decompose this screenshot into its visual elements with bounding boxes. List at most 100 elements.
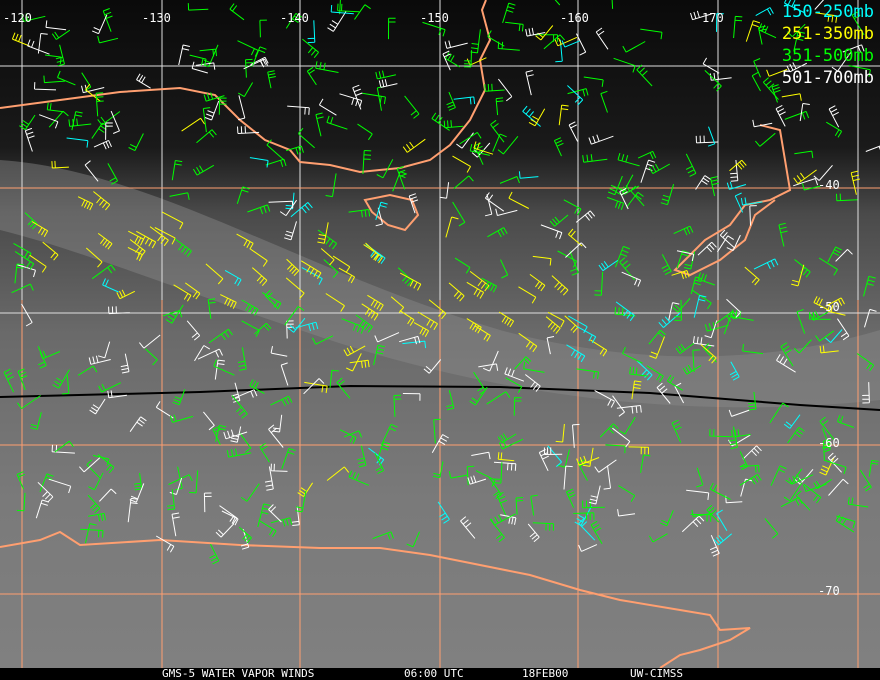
wind-barb bbox=[769, 402, 789, 424]
wind-barb bbox=[396, 166, 407, 190]
wind-barb bbox=[484, 192, 505, 212]
wind-barb bbox=[617, 509, 636, 517]
wind-barb bbox=[215, 424, 227, 442]
wind-barb bbox=[640, 28, 663, 40]
lon-label: -140 bbox=[280, 11, 309, 25]
wind-barb bbox=[636, 64, 653, 87]
wind-barb bbox=[129, 483, 145, 503]
wind-barb bbox=[84, 160, 99, 182]
wind-barb bbox=[139, 334, 161, 349]
wind-barb bbox=[508, 191, 530, 209]
wind-barb bbox=[668, 302, 680, 322]
lon-label: -120 bbox=[3, 11, 32, 25]
wind-barb bbox=[742, 344, 764, 355]
footer-date: 18FEB00 bbox=[522, 667, 569, 680]
wind-barb bbox=[463, 50, 472, 68]
wind-barb bbox=[629, 366, 648, 377]
wind-barb bbox=[540, 224, 563, 240]
wind-barb bbox=[666, 374, 683, 391]
wind-barb bbox=[237, 347, 247, 371]
wind-barb bbox=[348, 209, 371, 218]
wind-barb bbox=[755, 7, 774, 17]
footer-source: UW-CIMSS bbox=[630, 667, 683, 680]
wind-barb bbox=[105, 122, 113, 140]
wind-barb bbox=[51, 29, 71, 40]
wind-barb bbox=[37, 346, 47, 369]
wind-barb bbox=[361, 303, 379, 321]
wind-barb bbox=[39, 114, 59, 129]
wind-barb bbox=[566, 488, 576, 508]
coast-new-zealand bbox=[673, 124, 792, 277]
wind-barb bbox=[713, 533, 733, 546]
wind-barb bbox=[617, 152, 640, 167]
legend-351-500mb: 351-500mb bbox=[781, 46, 874, 66]
wind-barb bbox=[93, 191, 111, 211]
wind-barb bbox=[466, 465, 475, 486]
wind-barb bbox=[91, 264, 116, 280]
wind-barb bbox=[505, 377, 523, 394]
wind-barb bbox=[671, 419, 682, 443]
wind-barb bbox=[685, 153, 697, 177]
wind-barb bbox=[27, 39, 50, 55]
wind-barb bbox=[576, 455, 600, 466]
wind-barb bbox=[755, 132, 776, 147]
wind-barb bbox=[230, 426, 242, 443]
wind-barb bbox=[110, 110, 120, 134]
wind-barb bbox=[187, 3, 209, 11]
wind-barb bbox=[487, 227, 508, 238]
wind-barb bbox=[31, 221, 49, 238]
wind-barb bbox=[229, 3, 245, 21]
wind-barb bbox=[97, 35, 119, 44]
wind-barb bbox=[488, 477, 502, 500]
wind-barb bbox=[515, 497, 524, 515]
wind-barb bbox=[14, 251, 35, 270]
wind-barb bbox=[204, 100, 220, 121]
wind-barb bbox=[690, 513, 712, 522]
wind-barb bbox=[268, 424, 284, 448]
wind-barb bbox=[51, 160, 69, 169]
wind-barb bbox=[734, 192, 744, 213]
wind-barb bbox=[236, 233, 254, 250]
wind-barb bbox=[99, 488, 117, 502]
wind-barb bbox=[102, 8, 113, 32]
wind-barb bbox=[171, 512, 180, 537]
wind-barb bbox=[673, 225, 694, 236]
wind-barb bbox=[203, 492, 212, 513]
wind-barb bbox=[459, 131, 482, 145]
wind-barb bbox=[390, 296, 405, 313]
wind-barb bbox=[357, 123, 373, 141]
wind-barb bbox=[495, 97, 504, 116]
wind-barb bbox=[786, 62, 808, 73]
wind-barb bbox=[778, 222, 788, 247]
wind-barb bbox=[594, 271, 604, 296]
wind-barb bbox=[107, 163, 119, 185]
wind-barb bbox=[502, 2, 516, 24]
wind-barb bbox=[374, 332, 400, 343]
wind-barb bbox=[432, 461, 444, 479]
wind-barb bbox=[249, 379, 265, 394]
wind-barb bbox=[471, 451, 491, 460]
wind-barb bbox=[819, 457, 835, 476]
wind-barb bbox=[595, 27, 609, 50]
wind-barb bbox=[848, 65, 871, 77]
wind-barb bbox=[352, 84, 363, 110]
wind-barb bbox=[39, 350, 61, 360]
wind-barb bbox=[576, 325, 597, 344]
wind-barb bbox=[215, 523, 235, 538]
wind-barb bbox=[460, 516, 476, 539]
wind-barb bbox=[621, 346, 643, 364]
wind-barb bbox=[819, 345, 839, 354]
wind-barb bbox=[406, 531, 420, 548]
wind-barb bbox=[543, 34, 565, 50]
wind-barb bbox=[827, 246, 843, 263]
wind-barb bbox=[566, 344, 586, 363]
wind-barb bbox=[326, 115, 348, 130]
wind-barb bbox=[339, 93, 363, 108]
wind-barb bbox=[813, 164, 833, 181]
wind-barb bbox=[590, 520, 603, 544]
wind-barb bbox=[847, 497, 869, 508]
wind-barb bbox=[290, 202, 313, 218]
wind-barb bbox=[194, 345, 211, 362]
wind-barb bbox=[474, 142, 485, 165]
